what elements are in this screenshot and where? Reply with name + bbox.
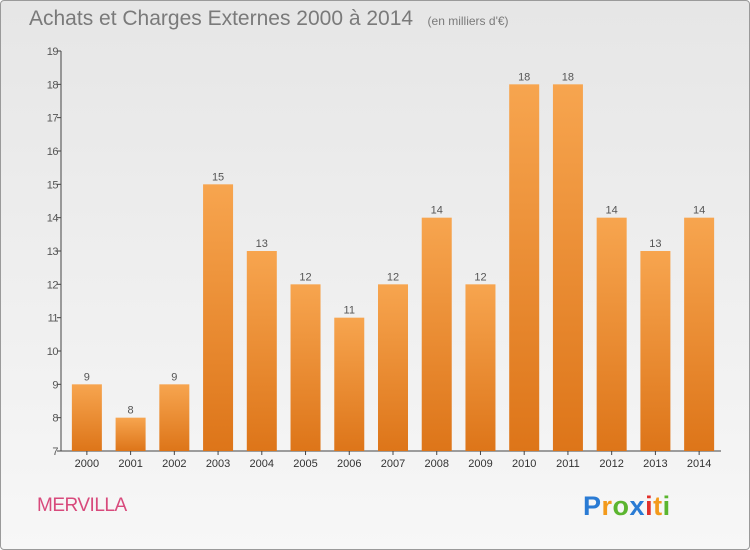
- data-label: 12: [299, 271, 311, 283]
- x-tick-label: 2014: [687, 458, 711, 470]
- y-tick-label: 13: [47, 246, 59, 258]
- data-label: 14: [431, 205, 443, 217]
- y-tick-label: 8: [52, 413, 58, 425]
- logo-letter: i: [662, 491, 671, 521]
- data-label: 18: [518, 71, 530, 83]
- logo-letter: o: [612, 491, 630, 521]
- chart-unit: (en milliers d'€): [427, 14, 509, 28]
- x-tick-label: 2002: [162, 458, 186, 470]
- logo-letter: r: [601, 491, 613, 521]
- logo-letter: x: [629, 491, 646, 521]
- commune-name: MERVILLA: [37, 495, 127, 516]
- chart-title: Achats et Charges Externes 2000 à 2014: [29, 7, 414, 30]
- data-label: 8: [128, 405, 134, 417]
- y-tick-label: 10: [47, 346, 59, 358]
- bar: [290, 284, 321, 451]
- x-tick-label: 2001: [118, 458, 142, 470]
- y-tick-label: 14: [47, 213, 59, 225]
- bar: [684, 217, 715, 451]
- y-tick-label: 15: [47, 179, 59, 191]
- bar: [421, 217, 452, 451]
- y-tick-label: 18: [47, 79, 59, 91]
- data-label: 13: [649, 238, 661, 250]
- title-row: Achats et Charges Externes 2000 à 2014 (…: [29, 7, 509, 31]
- x-tick-label: 2010: [512, 458, 536, 470]
- bar: [378, 284, 408, 451]
- bar: [596, 217, 627, 451]
- x-tick-label: 2008: [424, 458, 448, 470]
- bar: [334, 317, 365, 451]
- bar: [246, 251, 277, 451]
- data-label: 14: [693, 205, 705, 217]
- data-label: 14: [606, 205, 618, 217]
- data-label: 12: [387, 271, 399, 283]
- data-label: 13: [256, 238, 268, 250]
- x-tick-label: 2003: [206, 458, 230, 470]
- bar: [115, 417, 146, 451]
- x-tick-label: 2000: [75, 458, 99, 470]
- data-label: 18: [562, 71, 574, 83]
- x-tick-label: 2004: [250, 458, 274, 470]
- bar: [640, 251, 671, 451]
- data-label: 9: [84, 371, 90, 383]
- bar: [509, 84, 540, 451]
- x-tick-label: 2005: [293, 458, 317, 470]
- y-tick-label: 16: [47, 146, 59, 158]
- plot-area: 7 8 9 10 11 12 13 14 15 16 17 18 19 9 2000 8 2001 9 2002 15…: [47, 46, 721, 470]
- x-tick-label: 2013: [643, 458, 667, 470]
- logo-letter: t: [653, 491, 663, 521]
- bar: [159, 384, 190, 451]
- logo-letter: i: [645, 491, 654, 521]
- proxiti-logo: Proxiti: [583, 491, 671, 522]
- x-tick-label: 2012: [599, 458, 623, 470]
- x-tick-label: 2011: [556, 458, 580, 470]
- x-tick-label: 2006: [337, 458, 361, 470]
- y-tick-label: 17: [47, 113, 59, 125]
- data-label: 11: [344, 305, 355, 317]
- y-tick-label: 19: [47, 46, 59, 58]
- data-label: 15: [212, 171, 224, 183]
- bar: [465, 284, 496, 451]
- bar: [71, 384, 102, 451]
- y-tick-label: 12: [47, 279, 59, 291]
- y-tick-label: 11: [48, 313, 59, 325]
- logo-letter: P: [583, 491, 602, 521]
- y-tick-label: 9: [52, 379, 58, 391]
- bar: [203, 184, 234, 452]
- bar: [552, 84, 583, 451]
- data-label: 12: [474, 271, 486, 283]
- data-label: 9: [171, 371, 177, 383]
- y-tick-label: 7: [52, 446, 58, 458]
- x-tick-label: 2007: [381, 458, 405, 470]
- x-tick-label: 2009: [468, 458, 492, 470]
